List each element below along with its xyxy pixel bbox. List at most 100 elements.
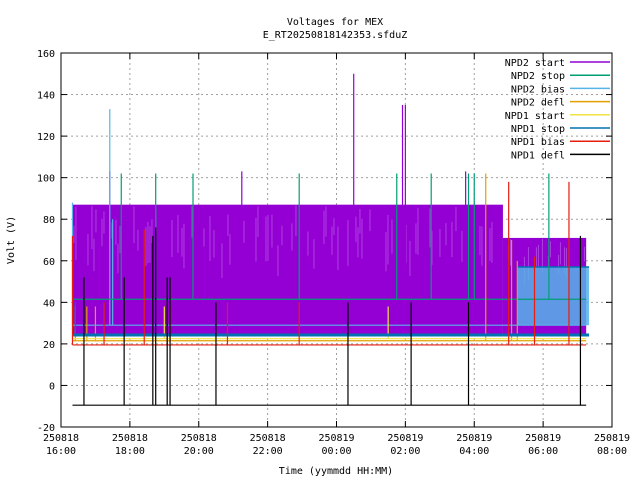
series-band-gap [145, 226, 147, 266]
legend-label: NPD2 start [505, 58, 565, 69]
legend-label: NPD1 start [505, 111, 565, 122]
legend-label: NPD1 defl [511, 150, 565, 161]
series-band-gap [227, 214, 229, 236]
series-band-gap [431, 230, 433, 266]
y-tick-label: 100 [37, 174, 55, 185]
series-band-gap [439, 229, 441, 257]
series-band-gap [455, 206, 457, 232]
x-axis-label: Time (yymmdd HH:MM) [279, 466, 393, 477]
series-band-gap [213, 230, 215, 258]
series-band-gap [357, 227, 359, 258]
y-tick-label: 160 [37, 49, 55, 60]
legend: NPD2 start NPD2 stop NPD2 bias NPD2 defl NPD… [505, 58, 610, 161]
x-tick-date-label: 250818 [181, 433, 217, 444]
x-tick-time-label: 08:00 [597, 446, 627, 457]
series-band-gap [93, 238, 95, 272]
series-band-gap [347, 220, 349, 266]
series-band-gap [171, 219, 173, 258]
series-band-gap [243, 220, 245, 243]
series-band-gap [405, 224, 407, 263]
x-tick-time-label: 16:00 [46, 446, 76, 457]
legend-label: NPD2 stop [511, 71, 565, 82]
series-band-gap [361, 218, 363, 259]
series-npd2-bias [71, 109, 590, 326]
series-band-gap [221, 243, 223, 279]
series-band [72, 204, 503, 334]
series-band-gap [313, 239, 315, 269]
series-band-gap [151, 219, 153, 244]
series-band-gap [541, 238, 543, 273]
series-band-gap [509, 239, 511, 266]
series-band-gap [117, 243, 119, 274]
series-band-gap [183, 223, 185, 269]
series-band-gap [149, 226, 151, 263]
y-tick-label: 60 [43, 257, 55, 268]
x-tick-date-label: 250818 [43, 433, 79, 444]
series-layer [71, 73, 590, 406]
series-band-gap [409, 240, 411, 277]
legend-label: NPD2 bias [511, 84, 565, 95]
x-tick-time-label: 06:00 [528, 446, 558, 457]
y-tick-label: 0 [49, 381, 55, 392]
series-npd1-defl [72, 227, 587, 406]
series-band-gap [257, 206, 259, 237]
legend-label: NPD1 bias [511, 137, 565, 148]
series-band-gap [557, 254, 559, 274]
series-band-gap [415, 223, 417, 254]
series-band-gap [331, 226, 333, 255]
series-band-gap [191, 205, 193, 238]
series-band-gap [559, 242, 561, 265]
y-tick-label: 140 [37, 91, 55, 102]
series-band-gap [527, 247, 529, 281]
series-band-gap [147, 221, 149, 264]
series-band-gap [323, 210, 325, 245]
x-tick-date-label: 250818 [250, 433, 286, 444]
series-band-gap [281, 225, 283, 246]
series-band-gap [133, 206, 135, 244]
series-band-gap [271, 214, 273, 248]
series-block [517, 267, 590, 326]
series-band-gap [177, 214, 179, 253]
series-band-gap [391, 219, 393, 254]
series-band-gap [307, 231, 309, 256]
series-band-gap [91, 205, 93, 250]
series-band-gap [583, 246, 585, 262]
series-band-gap [491, 221, 493, 263]
series-band-gap [563, 247, 565, 274]
x-tick-date-label: 250819 [525, 433, 561, 444]
series-band-gap [565, 247, 567, 278]
series-band-gap [385, 231, 387, 272]
series-band-gap [461, 230, 463, 262]
y-tick-label: 80 [43, 215, 55, 226]
y-tick-label: -20 [37, 423, 55, 434]
series-band-gap [75, 206, 77, 261]
x-tick-time-label: 00:00 [321, 446, 351, 457]
x-tick-date-label: 250819 [594, 433, 630, 444]
series-band-gap [481, 226, 483, 266]
series-band-gap [115, 219, 117, 245]
series-band-gap [265, 216, 267, 262]
x-tick-time-label: 20:00 [184, 446, 214, 457]
series-npd1-stop [72, 302, 590, 337]
x-tick-time-label: 02:00 [390, 446, 420, 457]
series-band-gap [73, 225, 75, 244]
x-tick-time-label: 22:00 [253, 446, 283, 457]
series-band-gap [103, 211, 105, 234]
legend-label: NPD2 defl [511, 98, 565, 109]
legend-label: NPD1 stop [511, 124, 565, 135]
series-band-gap [535, 247, 537, 270]
series-band-gap [549, 241, 551, 258]
y-axis-label: Volt (V) [6, 216, 17, 264]
x-tick-date-label: 250819 [318, 433, 354, 444]
series-band-gap [537, 244, 539, 270]
series-band-gap [333, 218, 335, 235]
axis-ticks: -20 0 20 40 60 80 100 120 140 160 250818 16:00 25081… [37, 49, 630, 457]
series-band-gap [369, 209, 371, 232]
series-band-gap [489, 228, 491, 262]
series-band-gap [181, 227, 183, 257]
series-band-gap [325, 206, 327, 237]
chart-title: Voltages for MEX [287, 17, 383, 28]
x-tick-time-label: 04:00 [459, 446, 489, 457]
series-band-gap [209, 215, 211, 262]
series-npd1-start [72, 306, 587, 340]
